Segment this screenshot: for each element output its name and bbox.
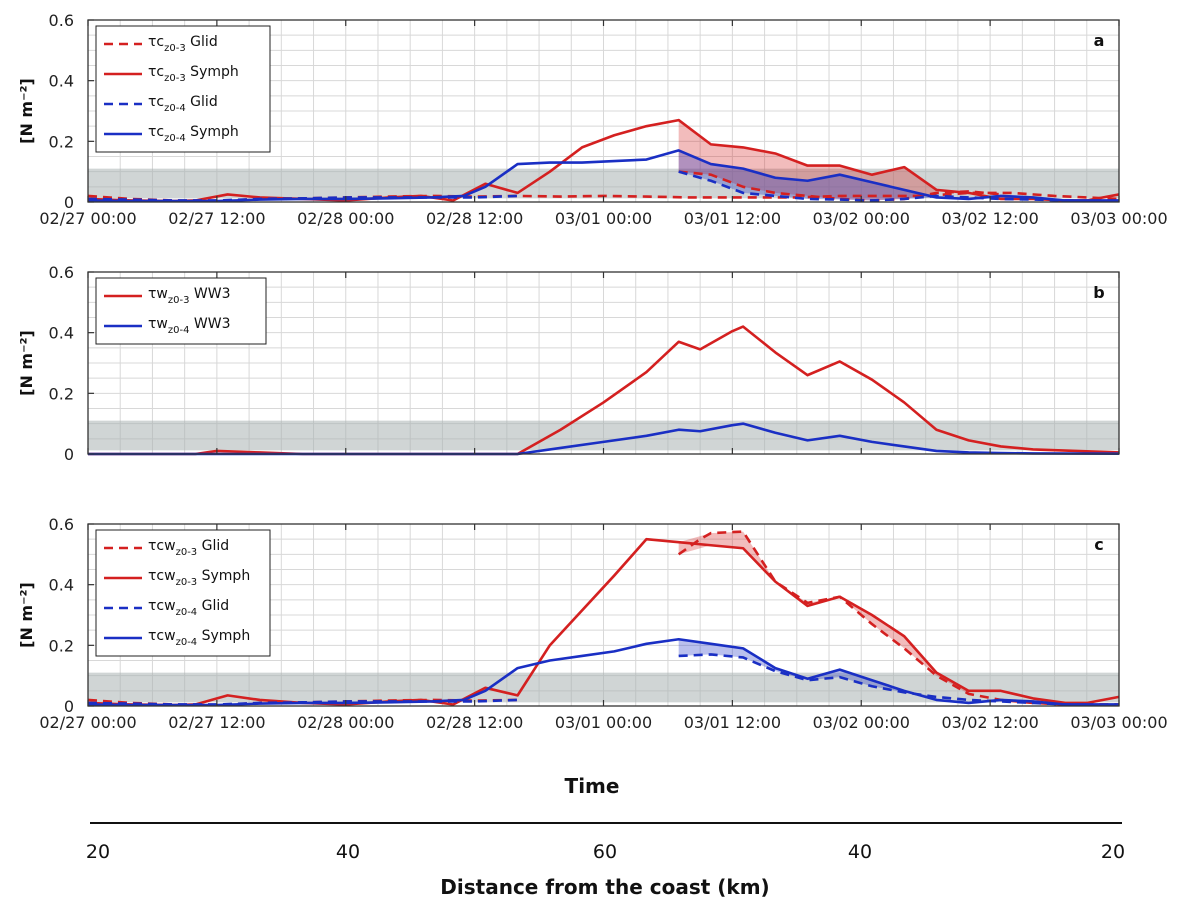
legend-box [95, 277, 267, 345]
distance-tick-label: 20 [86, 841, 110, 863]
difference-fill-red [678, 120, 937, 201]
legend: τcwz0-3 Glid τcwz0-3 Symph τcwz0-4 Glid τcw… [95, 529, 271, 657]
legend-entry: τcwz0-3 Symph [148, 568, 250, 588]
legend-entry: τcwz0-4 Symph [148, 628, 250, 648]
difference-fill-blue [678, 639, 937, 700]
x-tick-label: 03/03 00:00 [1070, 713, 1167, 732]
series-line-blue-dashed [678, 653, 1120, 707]
panel-letter: c [1094, 535, 1103, 554]
series-line-red-solid [87, 537, 1120, 707]
y-tick-label: 0.6 [49, 263, 74, 282]
y-tick-label: 0.4 [49, 576, 74, 595]
panels: 02/27 00:00 02/27 12:00 02/28 00:00 02/28 1… [17, 11, 1168, 732]
x-tick-label: 02/27 00:00 [39, 209, 136, 228]
panel-letter: a [1094, 31, 1105, 50]
legend-entry: τcz0-3 Glid [148, 34, 218, 54]
distance-tick-label: 40 [336, 841, 360, 863]
threshold-band [88, 420, 1119, 451]
x-tick-label: 03/02 12:00 [941, 713, 1038, 732]
time-axis-title: Time [565, 774, 620, 798]
panel-b: 0 0.2 0.4 0.6 [N m⁻²] b τwz0-3 WW3 τwz0-4 WW3 [17, 263, 1120, 464]
legend-box [95, 529, 271, 657]
y-tick-label: 0.4 [49, 324, 74, 343]
y-tick-label: 0 [64, 193, 74, 212]
y-tick-label: 0.6 [49, 515, 74, 534]
x-tick-label: 03/02 00:00 [813, 713, 910, 732]
x-tick-label: 02/27 12:00 [168, 209, 265, 228]
legend: τcz0-3 Glid τcz0-3 Symph τcz0-4 Glid τcz0-4… [95, 25, 271, 153]
legend-entry: τcz0-4 Symph [148, 124, 239, 144]
y-tick-label: 0.4 [49, 72, 74, 91]
legend-entry: τwz0-3 WW3 [148, 286, 231, 306]
x-tick-label: 02/27 00:00 [39, 713, 136, 732]
x-tick-label: 03/03 00:00 [1070, 209, 1167, 228]
series-line-blue-dashed [678, 170, 1120, 203]
series-line-red-dashed [678, 170, 1001, 202]
x-tick-label: 02/28 00:00 [297, 209, 394, 228]
legend-entry: τwz0-4 WW3 [148, 316, 231, 336]
x-tick-label: 03/01 12:00 [684, 713, 781, 732]
x-tick-label: 03/01 00:00 [555, 713, 652, 732]
y-tick-label: 0 [64, 445, 74, 464]
y-tick-label: 0.2 [49, 384, 74, 403]
distance-axis-title: Distance from the coast (km) [440, 875, 769, 899]
distance-tick-label: 60 [593, 841, 617, 863]
y-axis-label: [N m⁻²] [17, 78, 36, 144]
x-tick-label: 03/01 00:00 [555, 209, 652, 228]
panel-a: 02/27 00:00 02/27 12:00 02/28 00:00 02/28 1… [17, 11, 1168, 228]
x-tick-label: 02/27 12:00 [168, 713, 265, 732]
y-tick-label: 0.2 [49, 132, 74, 151]
x-tick-label: 03/01 12:00 [684, 209, 781, 228]
legend-entry: τcz0-3 Symph [148, 64, 239, 84]
x-tick-label: 02/28 00:00 [297, 713, 394, 732]
panel-c: 02/27 00:00 02/27 12:00 02/28 00:00 02/28 1… [17, 515, 1168, 732]
x-tick-label: 02/28 12:00 [426, 209, 523, 228]
series-line-blue-solid [87, 149, 1119, 203]
legend-entry: τcwz0-3 Glid [148, 538, 229, 558]
y-tick-label: 0.6 [49, 11, 74, 30]
legend: τwz0-3 WW3 τwz0-4 WW3 [95, 277, 267, 345]
distance-tick-label: 40 [848, 841, 872, 863]
y-axis-label: [N m⁻²] [17, 330, 36, 396]
panel-letter: b [1093, 283, 1104, 302]
legend-entry: τcwz0-4 Glid [148, 598, 229, 618]
y-tick-label: 0 [64, 697, 74, 716]
series-line-blue-solid [87, 637, 1119, 707]
legend-box [95, 25, 271, 153]
legend-entry: τcz0-4 Glid [148, 94, 218, 114]
y-tick-label: 0.2 [49, 636, 74, 655]
x-tick-label: 03/02 12:00 [941, 209, 1038, 228]
x-tick-label: 03/02 00:00 [813, 209, 910, 228]
series-line-red-dashed [677, 530, 1119, 706]
y-axis-label: [N m⁻²] [17, 582, 36, 648]
x-tick-label: 02/28 12:00 [426, 713, 523, 732]
distance-tick-label: 20 [1101, 841, 1125, 863]
